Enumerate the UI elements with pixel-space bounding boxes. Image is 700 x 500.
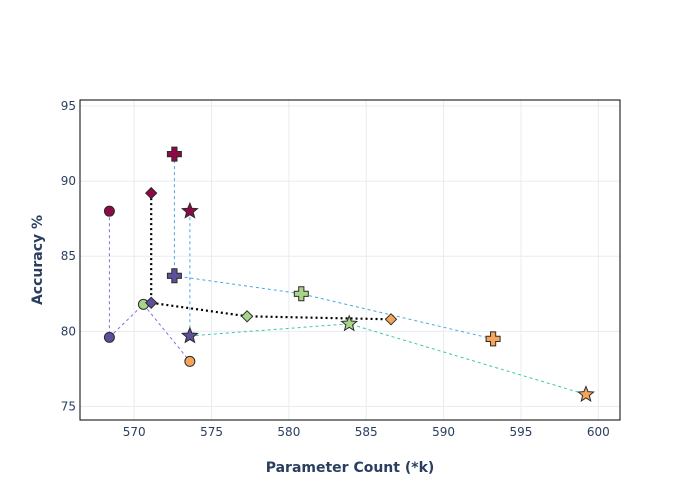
cross-marker bbox=[166, 146, 182, 162]
x-tick-label: 600 bbox=[587, 425, 610, 439]
star-marker bbox=[180, 201, 199, 219]
x-tick-label: 595 bbox=[510, 425, 533, 439]
diamond-marker bbox=[240, 310, 254, 323]
circle-marker bbox=[184, 355, 196, 367]
plot-frame bbox=[79, 99, 621, 421]
star-marker bbox=[340, 314, 359, 332]
cross-marker bbox=[485, 331, 501, 347]
circle-marker bbox=[103, 205, 115, 217]
connector-line bbox=[189, 323, 587, 395]
circle-marker bbox=[103, 331, 115, 343]
star-marker bbox=[577, 385, 595, 402]
y-axis-title: Accuracy % bbox=[30, 215, 46, 305]
connector-line bbox=[173, 154, 494, 340]
cross-marker bbox=[166, 268, 182, 284]
star-marker bbox=[180, 326, 199, 344]
tick-labels: 570 575 580 585 590 595 600 75 80 85 90 95 bbox=[61, 99, 610, 439]
x-tick-label: 575 bbox=[200, 425, 223, 439]
y-tick-label: 95 bbox=[61, 99, 76, 113]
x-tick-label: 570 bbox=[123, 425, 146, 439]
connector-lines bbox=[108, 154, 587, 395]
y-tick-label: 85 bbox=[61, 249, 76, 263]
diamond-marker bbox=[144, 186, 158, 200]
y-tick-label: 80 bbox=[61, 324, 76, 338]
x-axis-title: Parameter Count (*k) bbox=[266, 460, 435, 476]
x-tick-label: 585 bbox=[355, 425, 378, 439]
x-tick-label: 590 bbox=[432, 425, 455, 439]
y-tick-label: 75 bbox=[61, 399, 76, 413]
markers bbox=[103, 146, 595, 402]
y-tick-label: 90 bbox=[61, 174, 76, 188]
cross-marker bbox=[293, 286, 309, 302]
x-tick-label: 580 bbox=[277, 425, 300, 439]
diamond-marker bbox=[384, 313, 398, 326]
grid-layer bbox=[80, 100, 620, 420]
diamond-marker bbox=[144, 296, 158, 310]
connector-line bbox=[108, 211, 191, 362]
